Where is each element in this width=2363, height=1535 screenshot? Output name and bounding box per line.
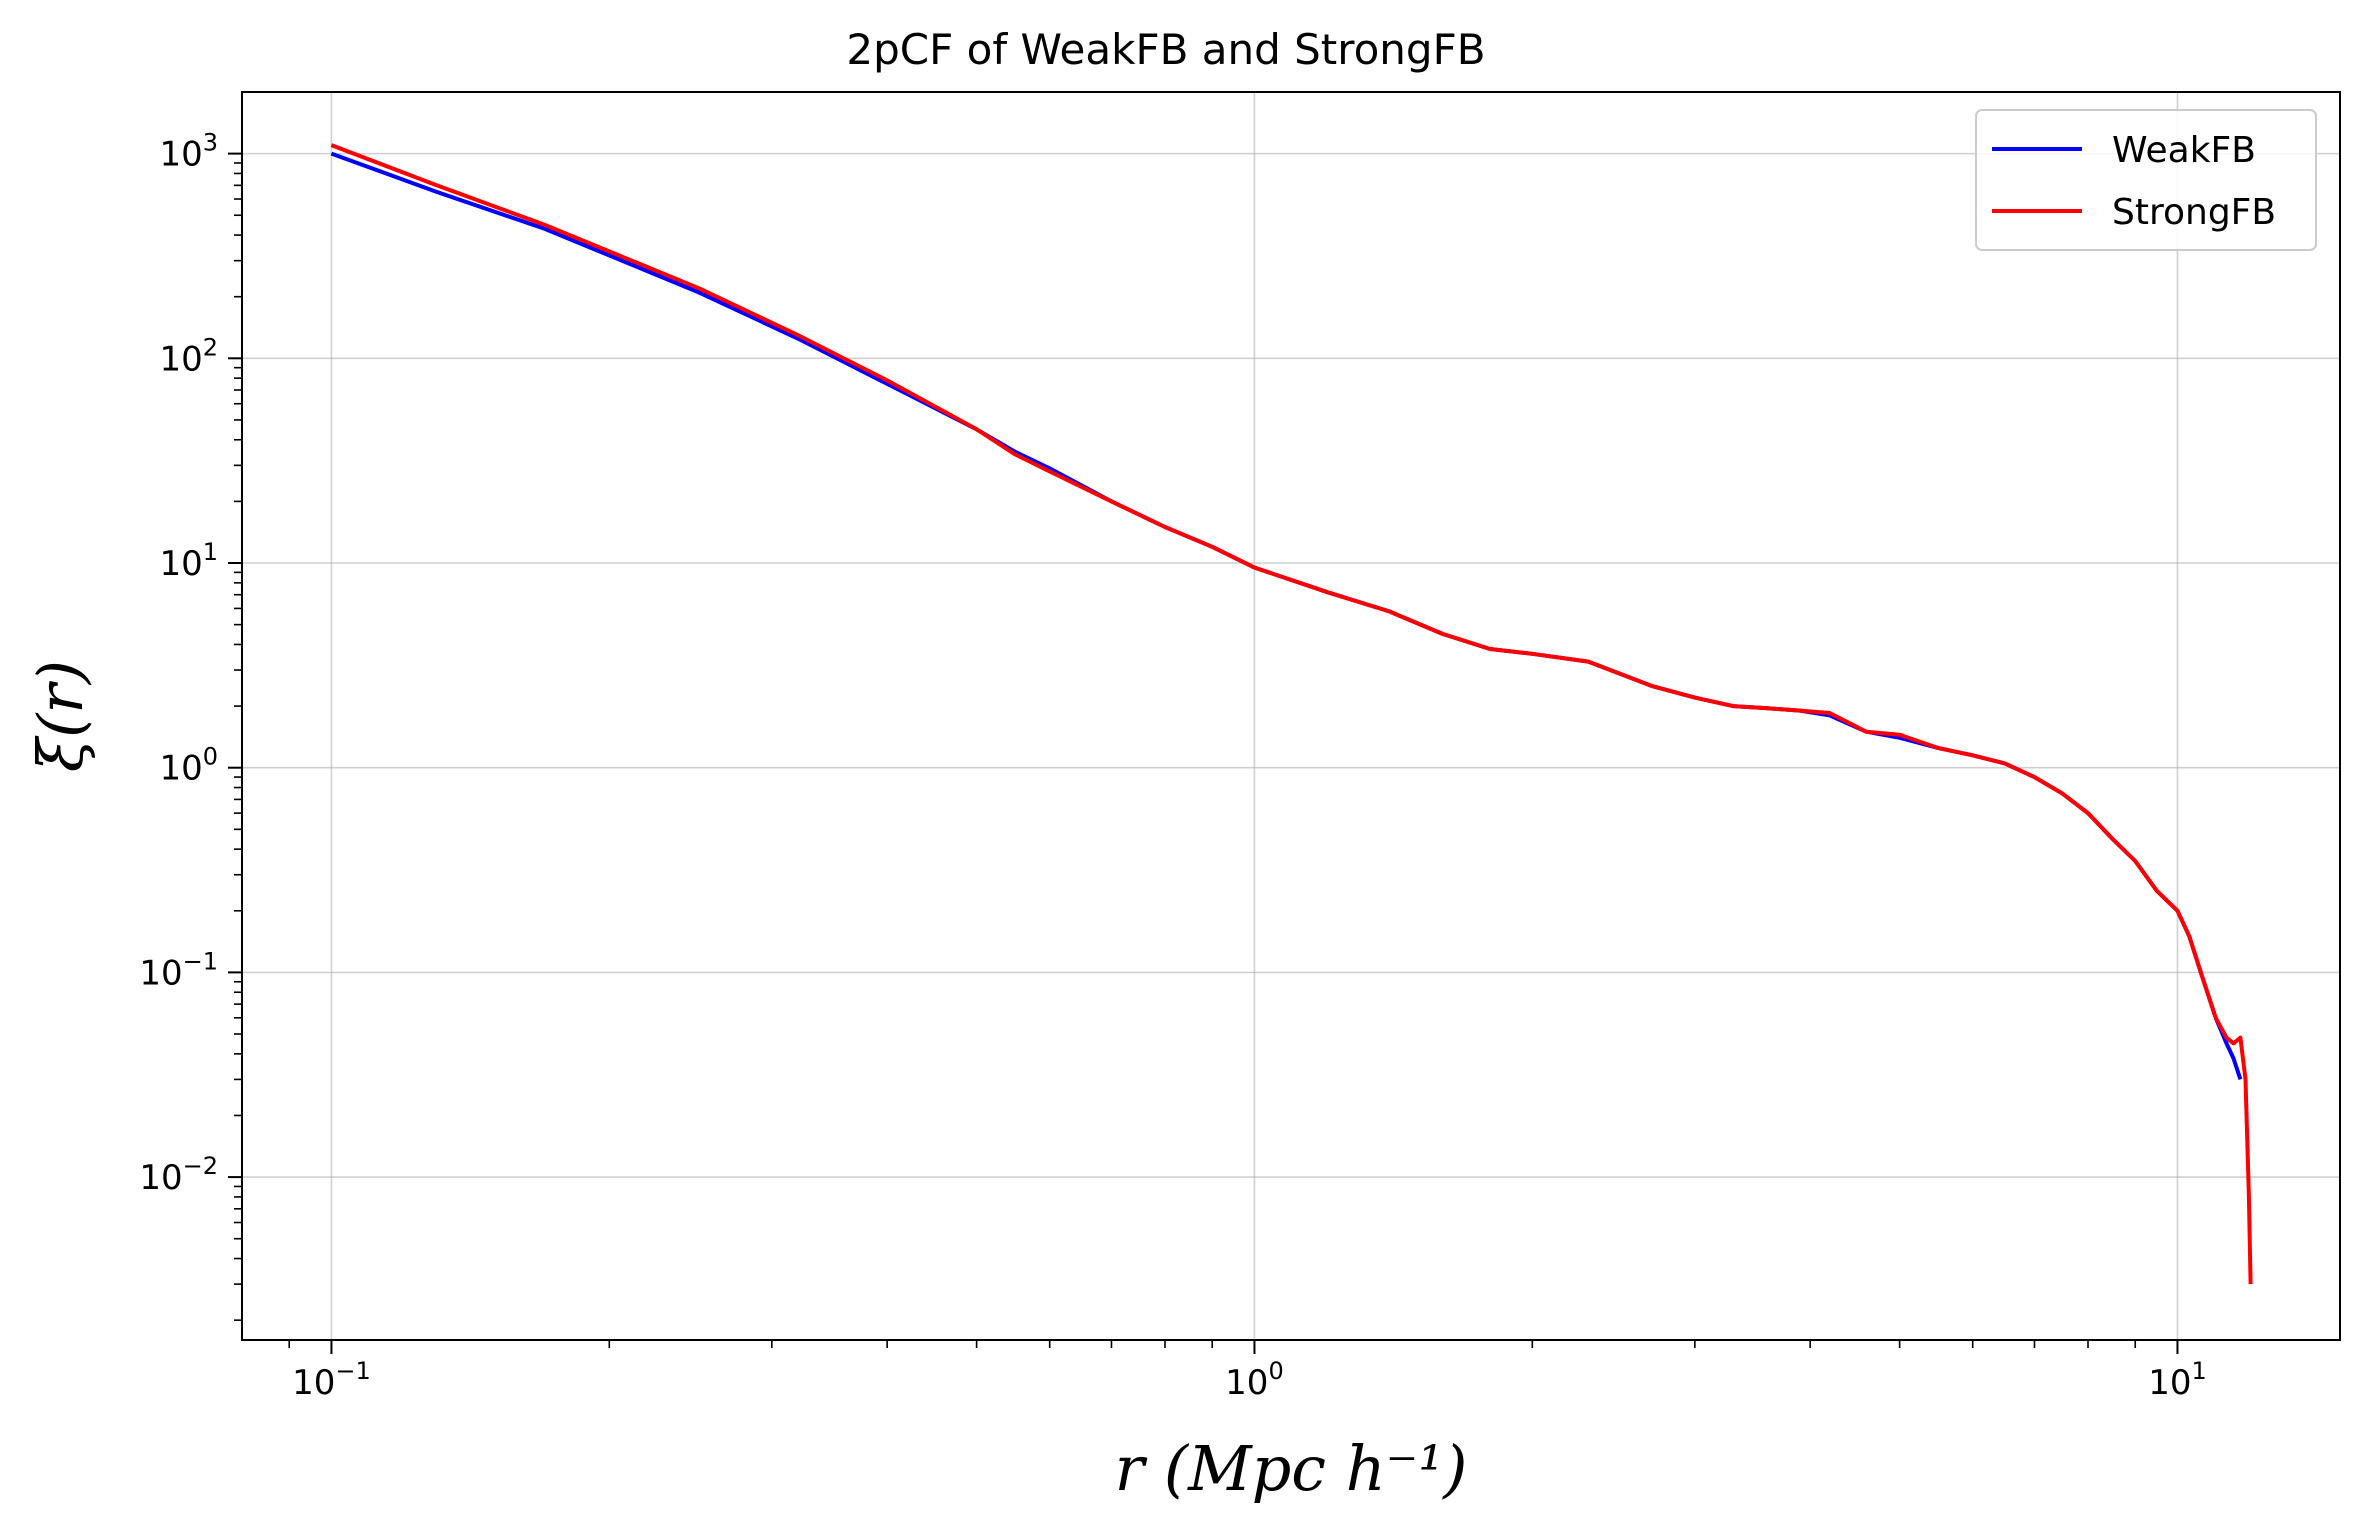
chart-title: 2pCF of WeakFB and StrongFB — [846, 25, 1485, 74]
y-tick-label: 10−2 — [139, 1152, 218, 1198]
y-tick-label: 102 — [159, 333, 218, 379]
y-tick-label: 103 — [159, 129, 218, 175]
y-tick-label: 101 — [159, 538, 218, 584]
x-axis-label: r (Mpc h⁻¹) — [1115, 1432, 1468, 1505]
series-lines — [330, 143, 2253, 1285]
major-ticks — [228, 152, 2179, 1354]
series-line-strongfb — [330, 143, 2253, 1285]
x-tick-label: 100 — [1225, 1357, 1284, 1403]
legend-box — [1975, 109, 2317, 251]
x-tick-labels: 10−1 100 101 — [292, 1357, 2207, 1403]
y-tick-label: 10−1 — [139, 947, 218, 993]
legend: WeakFB StrongFB — [1975, 109, 2317, 251]
grid-lines — [242, 92, 2340, 1340]
legend-label-strongfb: StrongFB — [2112, 192, 2276, 233]
plot-frame — [241, 91, 2341, 1341]
minor-ticks — [234, 162, 2137, 1348]
y-tick-label: 100 — [159, 743, 218, 789]
y-axis-label: ξ(r) — [24, 660, 97, 772]
x-tick-label: 101 — [2148, 1357, 2207, 1403]
y-tick-labels: 10−2 10−1 100 101 102 103 — [139, 129, 218, 1198]
x-tick-label: 10−1 — [292, 1357, 371, 1403]
legend-label-weakfb: WeakFB — [2112, 130, 2256, 171]
